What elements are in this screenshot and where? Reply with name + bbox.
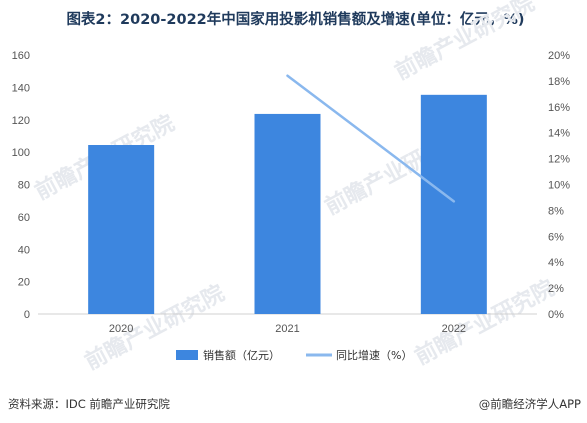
chart-title: 图表2：2020-2022年中国家用投影机销售额及增速(单位：亿元，%) — [66, 12, 525, 28]
legend-label-growth: 同比增速（%） — [336, 348, 412, 362]
y-left-tick-label: 20 — [18, 277, 30, 289]
y-left-tick-label: 160 — [12, 50, 30, 62]
legend-swatch-bar — [176, 350, 198, 360]
line-series — [286, 74, 456, 203]
y-right-tick-label: 10% — [548, 180, 570, 192]
bar — [88, 145, 155, 314]
y-right-tick-label: 0% — [548, 309, 564, 321]
y-right-tick-label: 8% — [548, 205, 564, 217]
y-right-tick-label: 20% — [548, 50, 570, 62]
y-left-tick-label: 100 — [12, 147, 30, 159]
source-note: 资料来源：IDC 前瞻产业研究院 — [8, 397, 170, 411]
y-left-tick-label: 140 — [12, 82, 30, 94]
legend: 销售额（亿元） 同比增速（%） — [176, 348, 412, 362]
y-right-tick-label: 16% — [548, 102, 570, 114]
watermark-text: 前瞻产业研究院 — [391, 0, 539, 85]
bar — [420, 94, 487, 314]
bar — [254, 113, 321, 314]
y-left-tick-label: 40 — [18, 244, 30, 256]
y-right-tick-label: 14% — [548, 128, 570, 140]
y-left-tick-label: 60 — [18, 212, 30, 224]
y-right-tick-label: 2% — [548, 283, 564, 295]
bar-series — [88, 94, 487, 314]
y-right-tick-label: 12% — [548, 154, 570, 166]
x-tick-label: 2020 — [109, 323, 133, 335]
brand-credit: @前瞻经济学人APP — [478, 397, 581, 411]
y-right-tick-label: 18% — [548, 76, 570, 88]
x-tick-label: 2022 — [442, 323, 466, 335]
y-right-tick-label: 4% — [548, 257, 564, 269]
y-right-tick-label: 6% — [548, 231, 564, 243]
x-tick-label: 2021 — [275, 323, 299, 335]
y-left-tick-label: 120 — [12, 115, 30, 127]
legend-label-sales: 销售额（亿元） — [203, 348, 280, 362]
growth-line — [286, 74, 456, 203]
y-left-tick-label: 80 — [18, 180, 30, 192]
y-left-tick-label: 0 — [24, 309, 30, 321]
